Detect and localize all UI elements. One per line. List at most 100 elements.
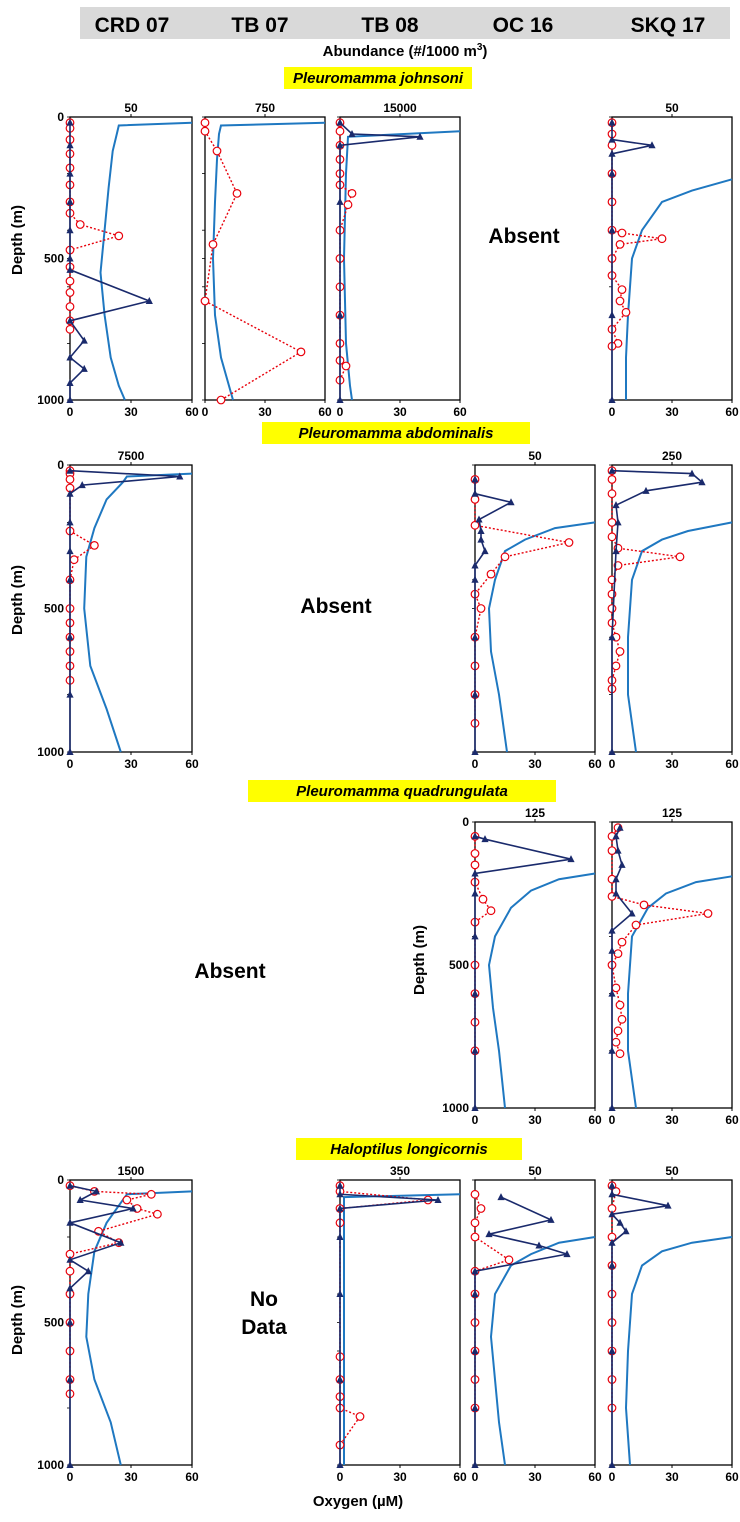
night-abundance-line <box>204 122 303 401</box>
night-point <box>200 126 210 136</box>
profile-panel: 125 0 30 60 0 500 1000 <box>442 806 602 1127</box>
station-label: TB 08 <box>361 14 419 37</box>
day-point <box>348 129 356 137</box>
night-point <box>114 231 124 241</box>
night-point <box>347 188 357 198</box>
night-point <box>615 1049 625 1059</box>
day-point <box>608 1104 616 1111</box>
species-highlight <box>248 780 556 802</box>
oxygen-tick-label: 60 <box>725 405 739 419</box>
no-data-label-line2: Data <box>241 1316 287 1339</box>
species-highlight <box>296 1138 522 1160</box>
oxygen-tick-label: 30 <box>665 1113 679 1127</box>
oxygen-profile-line <box>489 1236 596 1466</box>
depth-tick-label: 1000 <box>37 745 64 759</box>
day-point <box>66 575 74 583</box>
night-point <box>504 1255 514 1265</box>
day-point <box>608 1461 616 1468</box>
night-point <box>703 909 713 918</box>
day-point <box>612 501 620 509</box>
night-point <box>470 520 480 530</box>
night-point <box>607 518 617 527</box>
night-point <box>615 239 625 249</box>
day-point <box>608 1190 616 1198</box>
day-point <box>66 118 74 126</box>
night-point <box>639 900 649 910</box>
day-point <box>608 989 616 997</box>
profile-panel: 50 0 30 60 <box>607 101 739 419</box>
night-point <box>486 906 496 916</box>
panel-frame <box>69 116 193 401</box>
abundance-tick-label: 15000 <box>383 101 417 115</box>
oxygen-tick-label: 60 <box>185 757 199 771</box>
oxygen-tick-label: 60 <box>725 757 739 771</box>
oxygen-profile-line <box>83 472 193 753</box>
depth-tick-label: 500 <box>44 1316 64 1330</box>
day-point <box>66 690 74 698</box>
day-point <box>612 547 620 555</box>
day-point <box>471 489 479 497</box>
day-point <box>66 466 74 474</box>
night-point <box>65 475 75 484</box>
day-point <box>66 1375 74 1383</box>
day-point <box>567 855 575 863</box>
day-point <box>66 379 74 387</box>
night-point <box>607 532 617 542</box>
day-point <box>66 226 74 234</box>
oxygen-profile-line <box>99 121 193 401</box>
panel-frame <box>69 1179 193 1466</box>
abundance-axis-label: Abundance (#/1000 m3) <box>323 42 488 60</box>
species-highlight <box>284 67 472 89</box>
oxygen-tick-label: 30 <box>258 405 272 419</box>
day-point <box>434 1195 442 1203</box>
day-point <box>535 1241 543 1249</box>
day-point <box>471 1104 479 1111</box>
oxygen-tick-label: 30 <box>124 757 138 771</box>
day-point <box>129 1204 137 1212</box>
oxygen-profile-line <box>627 875 733 1109</box>
day-point <box>471 932 479 940</box>
night-point <box>200 296 210 306</box>
day-point <box>176 472 184 480</box>
profile-panel: 1500 0 30 60 0 500 1000 <box>37 1164 199 1484</box>
night-abundance-line <box>69 1185 160 1394</box>
night-point <box>657 234 667 244</box>
day-point <box>608 118 616 126</box>
panel-frame <box>339 1179 461 1466</box>
oxygen-profile-line <box>342 130 461 401</box>
day-point <box>84 1267 92 1275</box>
oxygen-profile-line <box>627 521 733 753</box>
oxygen-tick-label: 0 <box>67 757 74 771</box>
night-point <box>607 475 617 484</box>
oxygen-profile-line <box>625 178 733 400</box>
day-point <box>664 1201 672 1209</box>
oxygen-tick-label: 0 <box>202 405 209 419</box>
oxygen-tick-label: 30 <box>665 405 679 419</box>
day-point <box>608 149 616 157</box>
oxygen-profile-line <box>487 872 596 1109</box>
day-point <box>66 169 74 177</box>
absent-label-abdominalis: Absent <box>300 595 371 618</box>
day-abundance-line <box>611 469 704 752</box>
profile-panel: 50 0 30 60 <box>470 449 602 771</box>
oxygen-tick-label: 0 <box>472 757 479 771</box>
night-point <box>343 200 353 210</box>
profile-panel: 250 0 30 60 <box>607 449 739 771</box>
oxygen-tick-label: 0 <box>609 757 616 771</box>
night-point <box>611 983 621 993</box>
night-point <box>122 1195 132 1205</box>
day-point <box>608 926 616 934</box>
day-point <box>475 515 483 523</box>
night-abundance-line <box>474 479 570 724</box>
day-point <box>471 1290 479 1297</box>
oxygen-tick-label: 0 <box>609 405 616 419</box>
day-point <box>622 1227 630 1235</box>
day-point <box>471 475 479 483</box>
night-point <box>216 395 226 405</box>
day-point <box>66 518 74 526</box>
night-point <box>631 920 641 930</box>
night-point <box>232 188 242 198</box>
night-point <box>611 661 621 671</box>
oxygen-tick-label: 0 <box>472 1470 479 1484</box>
panel-frame <box>474 464 596 753</box>
